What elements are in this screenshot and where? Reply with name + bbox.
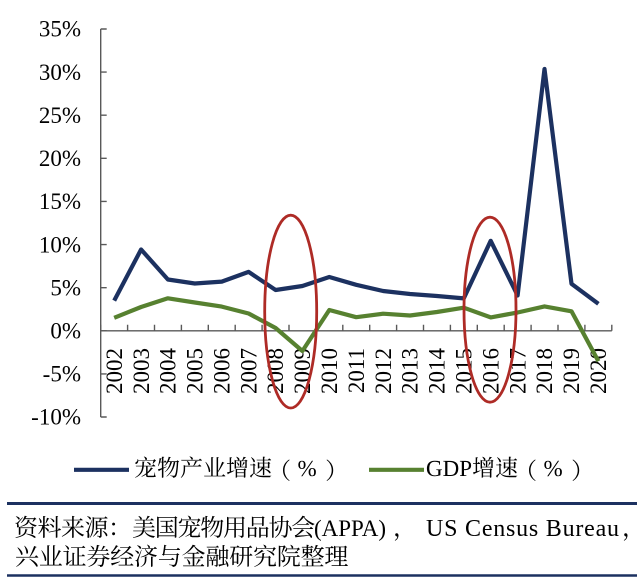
svg-text:-5%: -5%: [43, 362, 81, 387]
svg-text:15%: 15%: [39, 189, 81, 214]
svg-text:(APPA): (APPA): [314, 516, 386, 541]
svg-text:2011: 2011: [344, 348, 369, 393]
svg-text:2020: 2020: [586, 348, 611, 394]
svg-text:2002: 2002: [102, 348, 127, 394]
svg-text:2014: 2014: [425, 348, 450, 395]
svg-text:2005: 2005: [183, 348, 208, 394]
svg-text:2013: 2013: [398, 348, 423, 394]
svg-text:2003: 2003: [129, 348, 154, 394]
svg-text:25%: 25%: [39, 103, 81, 128]
svg-text:2004: 2004: [156, 348, 181, 395]
svg-text:2012: 2012: [371, 348, 396, 394]
svg-text:2006: 2006: [209, 348, 234, 394]
svg-text:2019: 2019: [559, 348, 584, 394]
svg-text:US Census Bureau: US Census Bureau: [426, 516, 619, 542]
svg-text:2015: 2015: [452, 348, 477, 394]
svg-text:10%: 10%: [39, 232, 81, 257]
svg-text:0%: 0%: [50, 319, 81, 344]
svg-text:-10%: -10%: [31, 405, 81, 430]
svg-text:35%: 35%: [39, 17, 81, 42]
svg-text:2018: 2018: [532, 348, 557, 394]
svg-text:20%: 20%: [39, 146, 81, 171]
svg-text:2007: 2007: [236, 348, 261, 394]
svg-text:2010: 2010: [317, 348, 342, 394]
svg-text:5%: 5%: [50, 275, 81, 300]
svg-text:2016: 2016: [478, 348, 503, 394]
svg-text:30%: 30%: [39, 60, 81, 85]
